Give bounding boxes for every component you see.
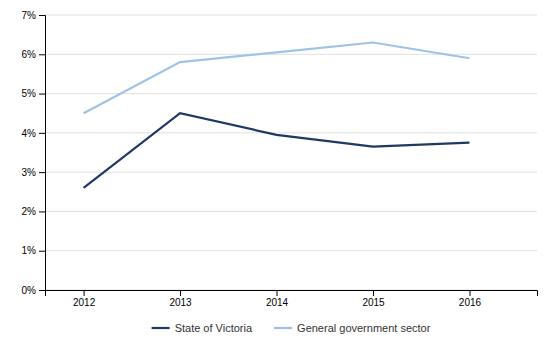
x-tick-mark — [469, 290, 470, 296]
series-line — [84, 43, 470, 114]
y-axis-line — [39, 16, 46, 291]
y-axis: 0% 1% 2% 3% 4% 5% 6% 7% — [22, 10, 46, 296]
y-tick: 1% — [22, 245, 45, 256]
y-tick-mark — [39, 94, 45, 95]
legend-label: General government sector — [297, 322, 431, 334]
x-tick: 2014 — [266, 290, 289, 308]
legend: State of Victoria General government sect… — [152, 322, 431, 334]
y-tick: 7% — [22, 10, 45, 21]
y-tick: 5% — [22, 88, 45, 99]
lines — [84, 43, 470, 188]
x-tick: 2013 — [169, 290, 192, 308]
legend-item: General government sector — [274, 322, 431, 334]
grid-line — [45, 250, 537, 251]
x-tick-mark — [180, 290, 181, 296]
grid-line — [45, 54, 537, 55]
x-tick-label: 2016 — [459, 297, 482, 308]
x-tick: 2015 — [362, 290, 385, 308]
x-tick-label: 2015 — [362, 297, 385, 308]
y-tick-mark — [39, 54, 45, 55]
legend-swatch — [274, 327, 292, 329]
y-tick: 4% — [22, 128, 45, 139]
y-tick: 0% — [22, 285, 45, 296]
y-tick-label: 2% — [22, 206, 37, 217]
y-tick-label: 5% — [22, 88, 37, 99]
y-tick-mark — [39, 211, 45, 212]
y-tick: 3% — [22, 167, 45, 178]
x-tick: 2012 — [73, 290, 96, 308]
grid-line — [45, 15, 537, 16]
x-tick-mark — [84, 290, 85, 296]
x-tick-label: 2013 — [169, 297, 192, 308]
x-tick-mark — [277, 290, 278, 296]
y-tick-mark — [39, 133, 45, 134]
x-tick-label: 2012 — [73, 297, 96, 308]
y-tick-mark — [39, 172, 45, 173]
x-tick-mark — [373, 290, 374, 296]
chart: 2012 2013 2014 2015 2016 0% 1% 2% 3% 4% 5% 6% 7% Stat… — [0, 0, 557, 350]
y-tick-label: 3% — [22, 167, 37, 178]
grid-line — [45, 172, 537, 173]
x-axis-line — [46, 291, 538, 297]
x-axis: 2012 2013 2014 2015 2016 — [46, 290, 538, 308]
grid — [45, 15, 537, 290]
legend-swatch — [152, 327, 170, 329]
y-tick: 6% — [22, 49, 45, 60]
x-tick-label: 2014 — [266, 297, 289, 308]
x-tick: 2016 — [459, 290, 482, 308]
y-tick-mark — [39, 251, 45, 252]
y-tick-mark — [39, 15, 45, 16]
y-tick-label: 7% — [22, 10, 37, 21]
grid-line — [45, 132, 537, 133]
legend-item: State of Victoria — [152, 322, 253, 334]
y-tick-mark — [39, 290, 45, 291]
y-tick-label: 1% — [22, 245, 37, 256]
grid-line — [45, 211, 537, 212]
legend-label: State of Victoria — [175, 322, 253, 334]
plot: 2012 2013 2014 2015 2016 0% 1% 2% 3% 4% 5% 6% 7% — [22, 10, 538, 308]
y-tick-label: 4% — [22, 128, 37, 139]
y-tick: 2% — [22, 206, 45, 217]
series-line — [84, 113, 470, 188]
y-tick-label: 6% — [22, 49, 37, 60]
y-tick-label: 0% — [22, 285, 37, 296]
